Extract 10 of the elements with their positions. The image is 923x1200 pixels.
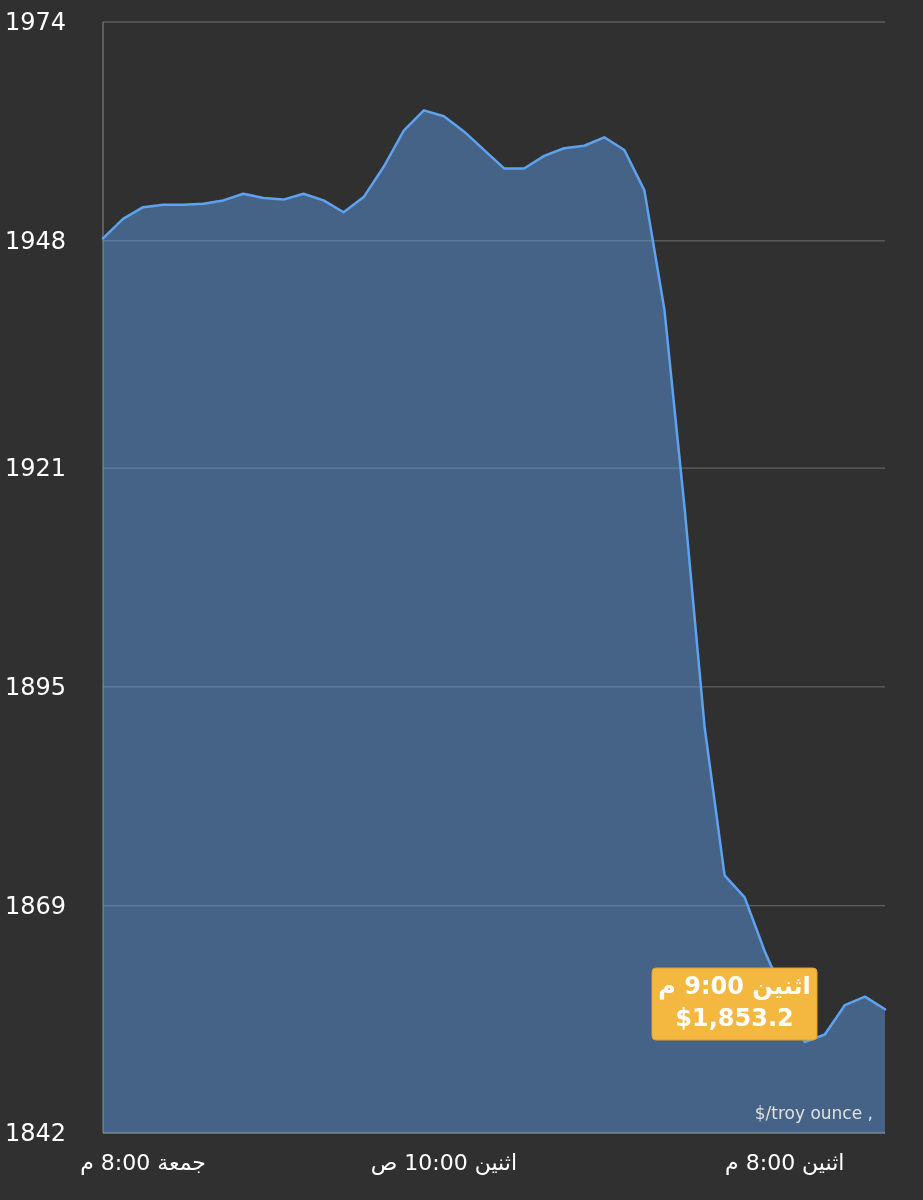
annotation: $/troy ounce , [754,1103,873,1123]
x-tick-label: اثنين 8:00 م [725,1150,845,1175]
x-tick-label: اثنين 10:00 ص [370,1150,517,1176]
y-tick-label: 1869 [5,891,67,920]
y-tick-label: 1895 [5,672,67,701]
y-tick-label: 1948 [5,226,67,255]
y-tick-label: 1921 [5,454,67,483]
y-tick-label: 1842 [5,1119,67,1147]
y-tick-label: 1974 [5,8,67,36]
x-tick-label: جمعة 8:00 م [80,1150,206,1175]
